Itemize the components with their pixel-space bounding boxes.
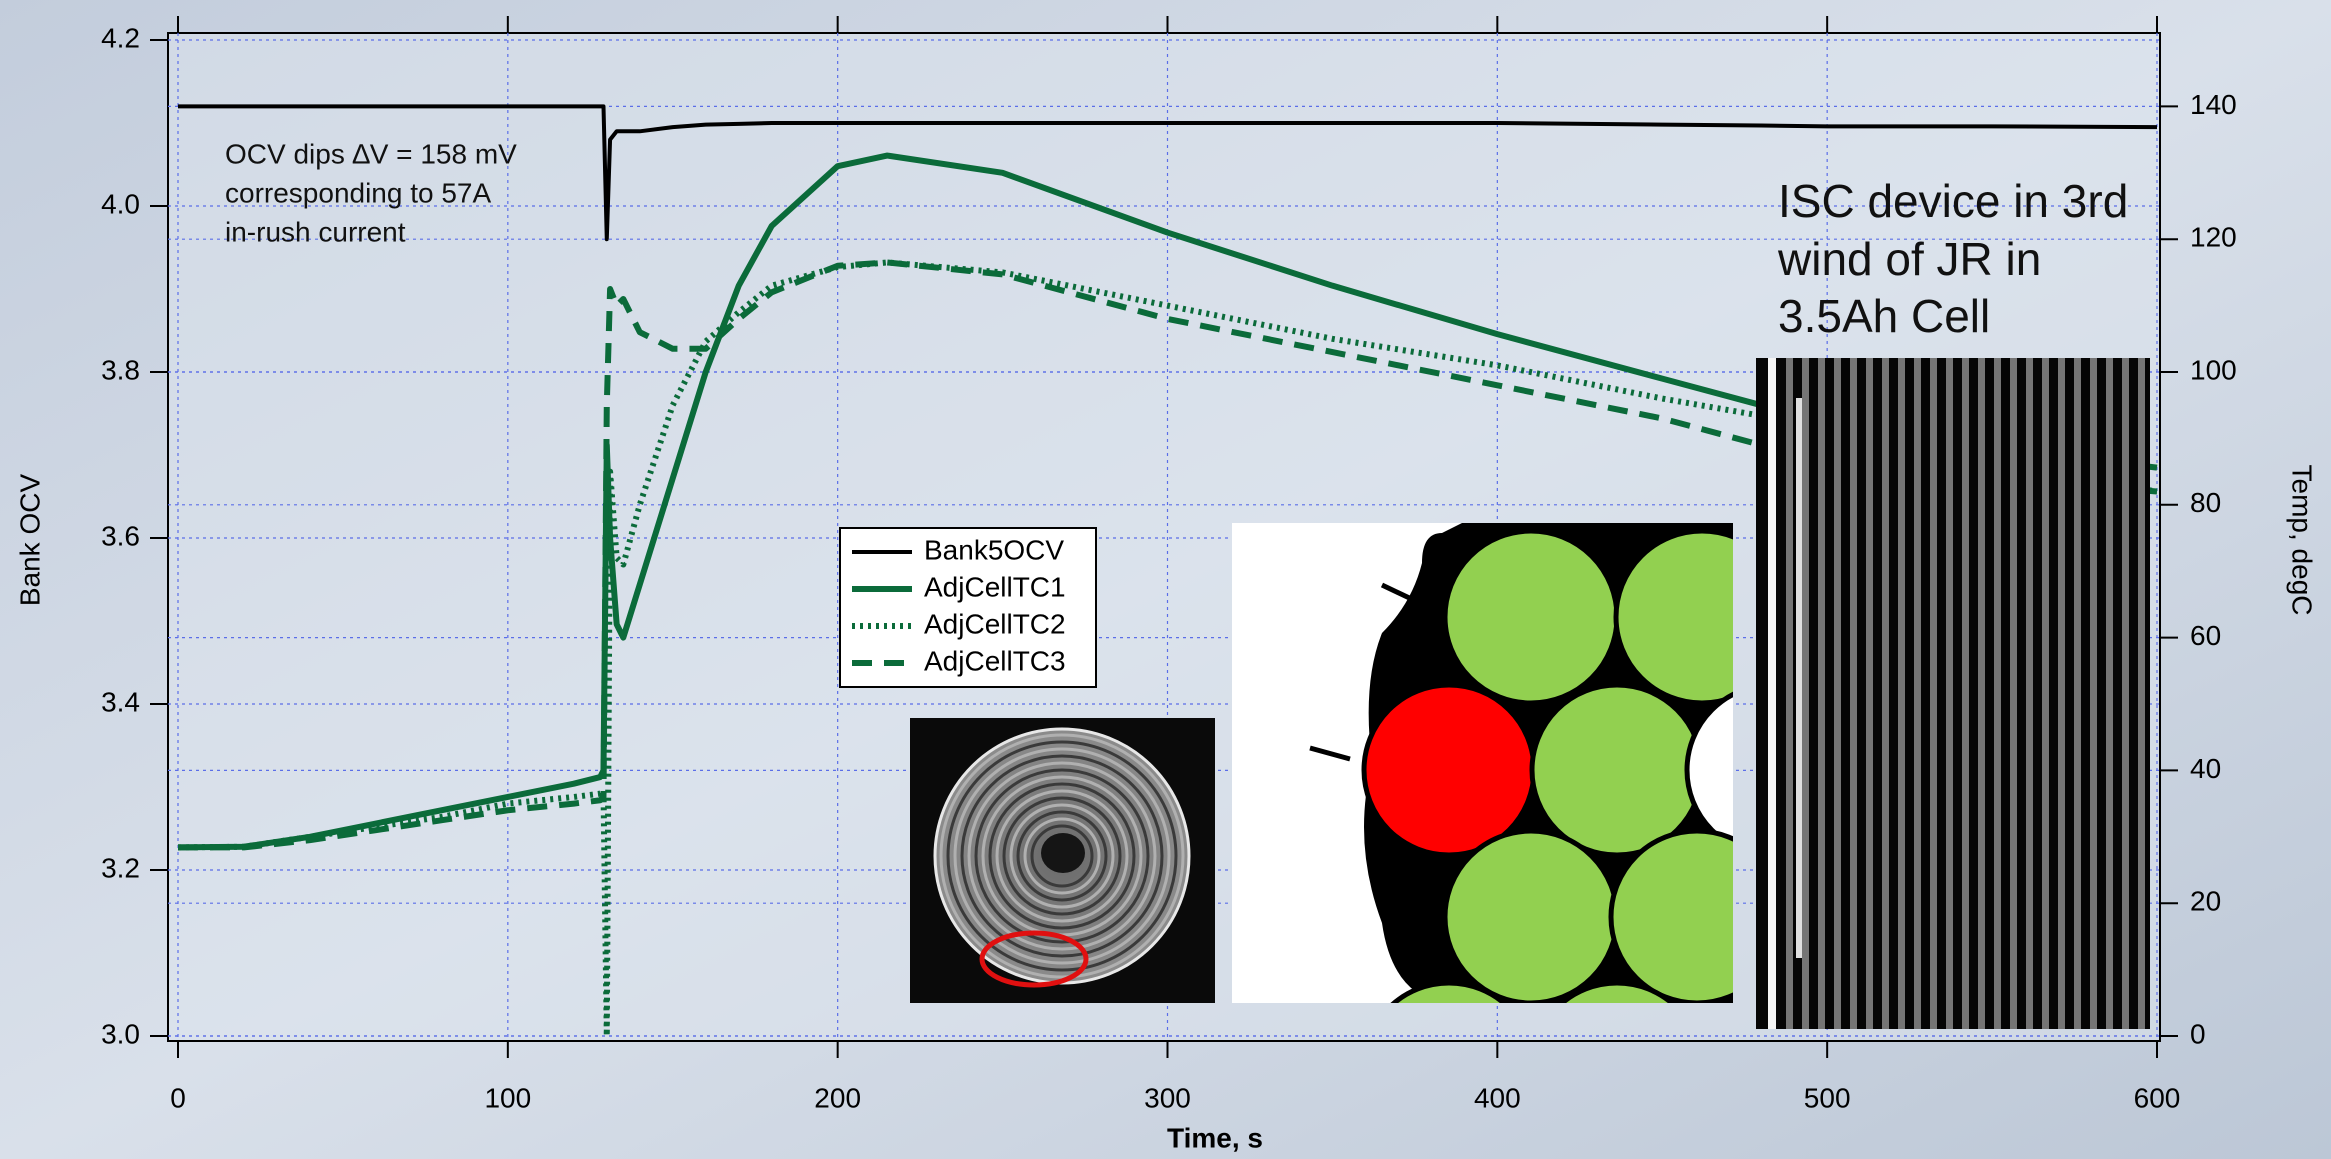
- jr-stripe: [2026, 358, 2033, 1029]
- ct-core: [1041, 833, 1085, 873]
- annotation: corresponding to 57A: [225, 177, 492, 208]
- y2-tick-label: 120: [2190, 222, 2237, 253]
- x-tick-label: 200: [814, 1082, 861, 1113]
- jr-stripe: [1978, 358, 1985, 1029]
- annotation: OCV dips ∆V = 158 mV: [225, 138, 517, 169]
- x-tick-label: 100: [484, 1082, 531, 1113]
- y2-tick-label: 140: [2190, 89, 2237, 120]
- x-tick-label: 400: [1474, 1082, 1521, 1113]
- jr-stripe: [2106, 358, 2113, 1029]
- jr-stripe: [1994, 358, 2001, 1029]
- jr-stripe: [1786, 358, 1793, 1029]
- y-tick-label: 3.8: [101, 354, 140, 385]
- jr-stripe: [1930, 358, 1937, 1029]
- jr-stripe: [1882, 358, 1889, 1029]
- side-note: ISC device in 3rd: [1778, 175, 2128, 227]
- jr-stripe: [1898, 358, 1905, 1029]
- x-tick-label: 500: [1804, 1082, 1851, 1113]
- side-note: 3.5Ah Cell: [1778, 290, 1990, 342]
- y2-tick-label: 60: [2190, 620, 2221, 651]
- legend: Bank5OCV AdjCellTC1 AdjCellTC2 AdjCellTC3: [840, 528, 1096, 687]
- x-tick-label: 300: [1144, 1082, 1191, 1113]
- jr-stripe: [2058, 358, 2065, 1029]
- cell: [1445, 531, 1617, 703]
- jr-stripe: [1850, 358, 1857, 1029]
- chart: Time, s Bank OCV Temp, degC OCV dips ∆V …: [0, 0, 2331, 1159]
- legend-label: AdjCellTC1: [924, 571, 1066, 602]
- jr-stripe: [1834, 358, 1841, 1029]
- page: Time, s Bank OCV Temp, degC OCV dips ∆V …: [0, 0, 2331, 1159]
- y-tick-label: 3.4: [101, 686, 140, 717]
- y2-tick-label: 20: [2190, 886, 2221, 917]
- side-note: wind of JR in: [1777, 233, 2041, 285]
- x-tick-label: 600: [2134, 1082, 2181, 1113]
- x-tick-label: 0: [170, 1082, 186, 1113]
- y-tick-label: 3.0: [101, 1018, 140, 1049]
- jr-stripe: [2042, 358, 2049, 1029]
- x-axis-label: Time, s: [1167, 1122, 1263, 1153]
- legend-label: AdjCellTC2: [924, 608, 1066, 639]
- jr-edge: [1768, 358, 1776, 1029]
- legend-label: Bank5OCV: [924, 534, 1064, 565]
- y-tick-label: 4.0: [101, 188, 140, 219]
- jr-device: [1796, 398, 1802, 958]
- annotation: in-rush current: [225, 216, 406, 247]
- y2-axis-label: Temp, degC: [2287, 465, 2318, 616]
- cell: [1445, 831, 1617, 1003]
- jr-stripe: [1866, 358, 1873, 1029]
- cell: [1532, 685, 1702, 855]
- jr-stripe: [1962, 358, 1969, 1029]
- trigger-cell: [1364, 685, 1534, 855]
- legend-label: AdjCellTC3: [924, 645, 1066, 676]
- jr-stripe: [2138, 358, 2145, 1029]
- jr-stripe: [1802, 358, 1809, 1029]
- y-tick-label: 3.6: [101, 520, 140, 551]
- jr-stripe: [1946, 358, 1953, 1029]
- y2-tick-label: 80: [2190, 487, 2221, 518]
- ct-image: [910, 718, 1215, 1003]
- jr-stripe: [2010, 358, 2017, 1029]
- y-axis-label: Bank OCV: [14, 474, 45, 607]
- jr-stripe: [2074, 358, 2081, 1029]
- jr-image: [1756, 358, 2150, 1029]
- jr-stripe: [1818, 358, 1825, 1029]
- jr-stripe: [1914, 358, 1921, 1029]
- y-tick-label: 4.2: [101, 22, 140, 53]
- y2-tick-label: 100: [2190, 354, 2237, 385]
- y-tick-label: 3.2: [101, 852, 140, 883]
- jr-stripe: [2122, 358, 2129, 1029]
- jr-stripe: [2090, 358, 2097, 1029]
- y2-tick-label: 40: [2190, 753, 2221, 784]
- y2-tick-label: 0: [2190, 1018, 2206, 1049]
